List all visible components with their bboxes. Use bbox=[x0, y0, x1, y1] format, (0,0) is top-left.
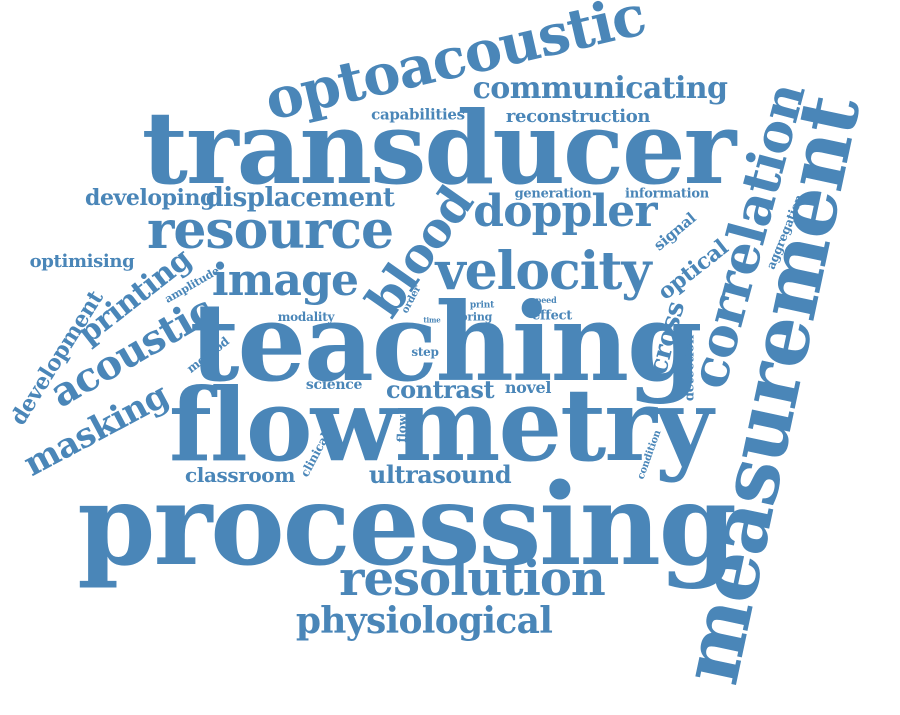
word-information: information bbox=[625, 186, 709, 202]
word-image: image bbox=[211, 255, 359, 306]
word-classroom: classroom bbox=[184, 463, 296, 487]
word-science: science bbox=[305, 377, 363, 393]
word-novel: novel bbox=[504, 378, 552, 397]
word-contrast: contrast bbox=[385, 375, 495, 404]
word-flow: flow bbox=[394, 415, 410, 443]
word-communicating: communicating bbox=[472, 71, 728, 106]
word-speed: speed bbox=[531, 295, 557, 305]
word-print: print bbox=[469, 300, 495, 311]
word-step: step bbox=[411, 345, 439, 359]
word-optimising: optimising bbox=[29, 251, 135, 272]
word-modality: modality bbox=[277, 310, 335, 324]
word-velocity: velocity bbox=[435, 241, 651, 302]
word-teaching: teaching bbox=[189, 280, 703, 406]
word-capabilities: capabilities bbox=[371, 105, 465, 124]
word-bring: bring bbox=[459, 310, 493, 324]
word-displacement: displacement bbox=[205, 183, 395, 213]
word-reconstruction: reconstruction bbox=[505, 106, 651, 127]
word-resource: resource bbox=[146, 200, 394, 261]
word-transducer: transducer bbox=[141, 89, 736, 207]
word-ultrasound: ultrasound bbox=[368, 460, 512, 489]
word-time: time bbox=[423, 315, 441, 325]
word-processing: processing bbox=[77, 460, 737, 591]
word-detection: detection bbox=[682, 334, 698, 402]
word-signal: signal bbox=[650, 208, 700, 255]
word-flowmetry: flowmetry bbox=[168, 366, 713, 484]
word-physiological: physiological bbox=[295, 600, 553, 642]
word-generation: generation bbox=[514, 186, 592, 202]
word-resolution: resolution bbox=[339, 551, 606, 607]
word-developing: developing bbox=[85, 185, 215, 211]
word-effect: effect bbox=[531, 308, 573, 324]
word-doppler: doppler bbox=[473, 186, 657, 237]
